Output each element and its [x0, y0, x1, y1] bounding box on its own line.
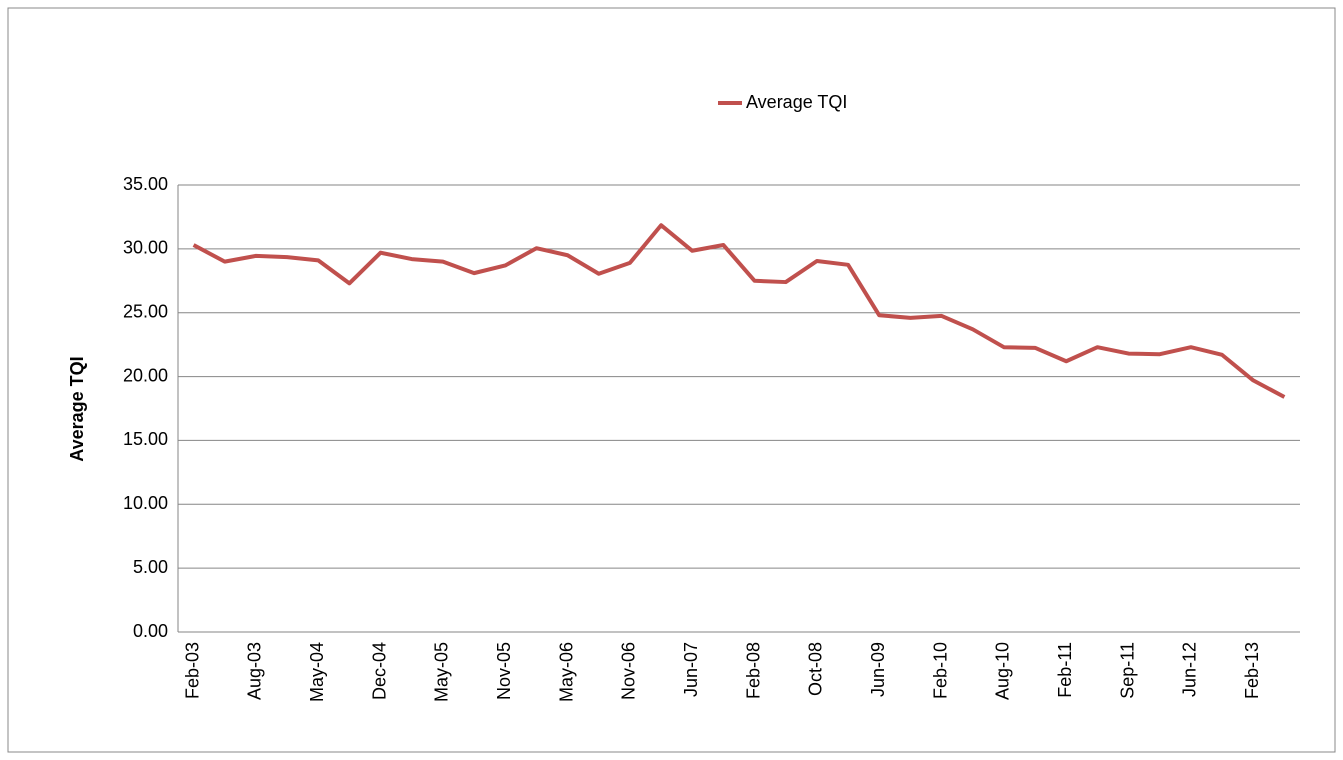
x-tick-label: Jun-09 [868, 642, 888, 697]
x-tick-label: Sep-11 [1117, 642, 1137, 699]
legend-label: Average TQI [746, 92, 847, 112]
x-tick-label: Feb-03 [182, 642, 202, 699]
y-axis-label: Average TQI [67, 356, 87, 461]
y-tick-label: 25.00 [123, 301, 168, 321]
y-tick-label: 15.00 [123, 429, 168, 449]
y-tick-label: 0.00 [133, 621, 168, 641]
y-tick-label: 35.00 [123, 174, 168, 194]
x-tick-label: Feb-11 [1055, 642, 1075, 698]
x-tick-label: Feb-08 [743, 642, 763, 699]
x-tick-label: Aug-03 [245, 642, 265, 700]
x-tick-label: May-06 [556, 642, 576, 702]
x-tick-label: Jun-07 [681, 642, 701, 697]
x-tick-label: Feb-10 [930, 642, 950, 699]
x-tick-label: Aug-10 [993, 642, 1013, 700]
x-tick-label: Dec-04 [369, 642, 389, 700]
x-tick-label: Nov-05 [494, 642, 514, 700]
y-tick-label: 30.00 [123, 238, 168, 258]
x-tick-label: Jun-12 [1180, 642, 1200, 697]
data-line [192, 223, 1286, 399]
x-tick-label: May-05 [432, 642, 452, 702]
x-tick-label: Nov-06 [619, 642, 639, 700]
x-tick-label: May-04 [307, 642, 327, 702]
x-tick-label: Feb-13 [1242, 642, 1262, 699]
x-tick-label: Oct-08 [806, 642, 826, 696]
y-tick-label: 20.00 [123, 365, 168, 385]
y-tick-label: 10.00 [123, 493, 168, 513]
y-tick-label: 5.00 [133, 557, 168, 577]
chart-frame [7, 7, 1336, 753]
